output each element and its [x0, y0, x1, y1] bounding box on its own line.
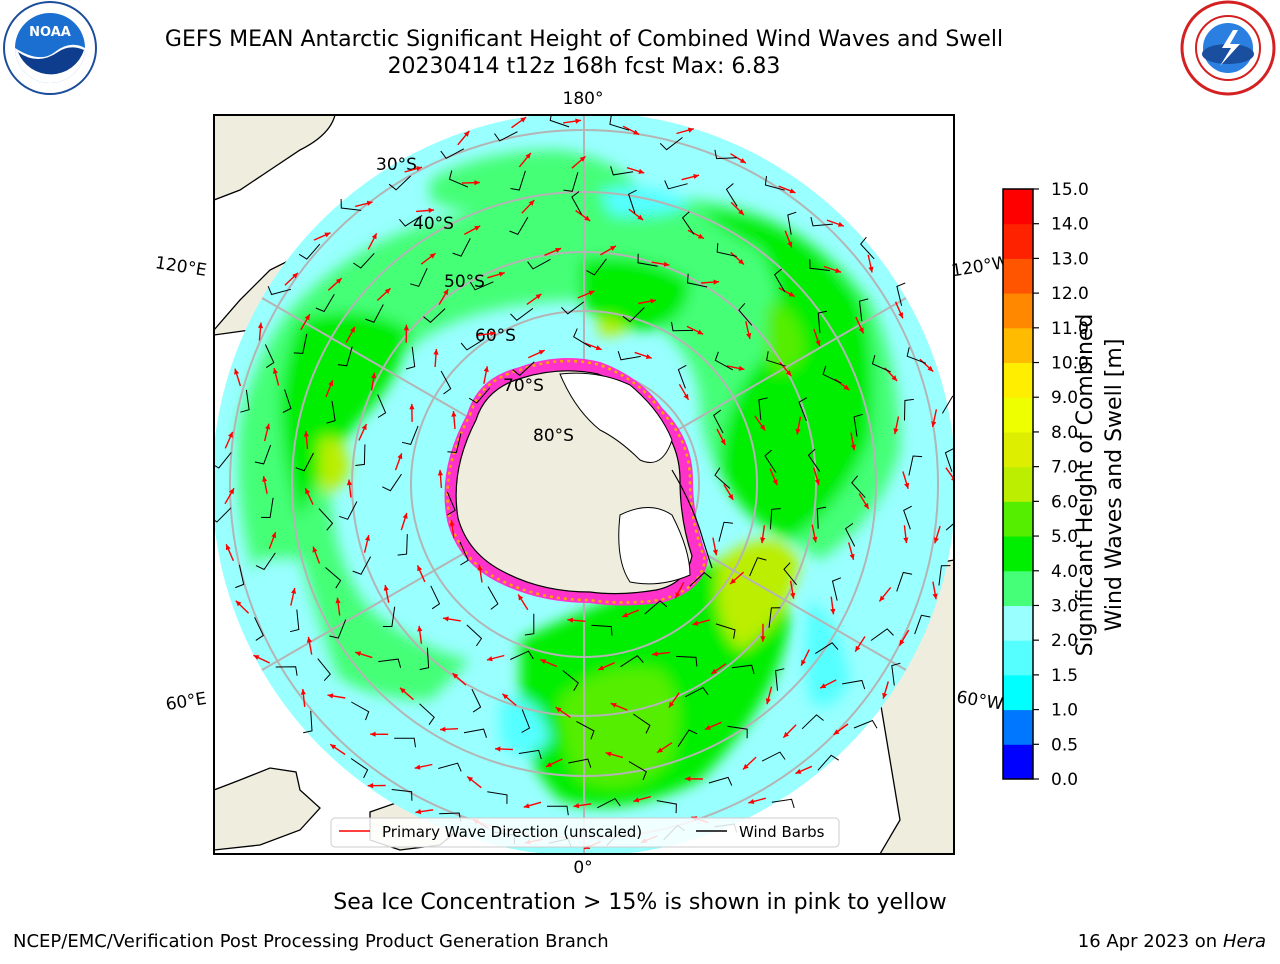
lon-label-120w: 120°W	[950, 253, 1010, 282]
colorbar-segment	[1003, 328, 1033, 363]
colorbar-tick-label: 15.0	[1051, 180, 1089, 200]
colorbar-segment	[1003, 605, 1033, 640]
colorbar-segment	[1003, 640, 1033, 675]
colorbar-tick-label: 0.5	[1051, 735, 1078, 755]
lat-label-70s: 70°S	[503, 376, 544, 396]
lat-label-60s: 60°S	[475, 326, 516, 346]
colorbar-tick-label: 12.0	[1051, 284, 1089, 304]
lon-label-60e: 60°E	[164, 689, 208, 715]
footer-date-text: 16 Apr 2023 on	[1078, 931, 1217, 952]
lon-label-0: 0°	[573, 858, 592, 878]
colorbar-segment	[1003, 224, 1033, 259]
lon-label-60w: 60°W	[955, 687, 1005, 714]
colorbar-tick-label: 1.0	[1051, 701, 1078, 721]
lon-label-120e: 120°E	[154, 253, 208, 281]
colorbar-segment	[1003, 397, 1033, 432]
sea-ice-caption: Sea Ice Concentration > 15% is shown in …	[0, 890, 1280, 915]
lon-label-180: 180°	[563, 89, 604, 109]
colorbar-segment	[1003, 710, 1033, 745]
legend-wave-label: Primary Wave Direction (unscaled)	[382, 823, 642, 841]
lat-label-30s: 30°S	[376, 155, 417, 175]
colorbar-label-line-2: Wind Waves and Swell [m]	[1102, 339, 1127, 632]
colorbar-segment	[1003, 363, 1033, 398]
footer-credit: NCEP/EMC/Verification Post Processing Pr…	[13, 931, 609, 952]
colorbar-tick-label: 14.0	[1051, 215, 1089, 235]
nws-logo	[1182, 2, 1274, 94]
colorbar-segment	[1003, 258, 1033, 293]
legend-wind-label: Wind Barbs	[739, 823, 825, 841]
colorbar-segment	[1003, 189, 1033, 224]
footer-date: 16 Apr 2023 on Hera	[1078, 931, 1266, 952]
colorbar-tick-label: 0.0	[1051, 770, 1078, 790]
colorbar-segment	[1003, 675, 1033, 710]
colorbar-segment	[1003, 432, 1033, 467]
colorbar-segment	[1003, 536, 1033, 571]
colorbar-segment	[1003, 467, 1033, 502]
lat-label-50s: 50°S	[444, 272, 485, 292]
colorbar-segment	[1003, 501, 1033, 536]
noaa-logo-text: NOAA	[29, 25, 71, 40]
footer-host: Hera	[1223, 931, 1266, 952]
colorbar-segment	[1003, 293, 1033, 328]
colorbar-segment	[1003, 571, 1033, 606]
colorbar-segment	[1003, 744, 1033, 779]
colorbar-tick-label: 13.0	[1051, 249, 1089, 269]
lat-label-80s: 80°S	[533, 426, 574, 446]
noaa-logo: NOAA	[4, 2, 96, 94]
colorbar-tick-label: 1.5	[1051, 666, 1078, 686]
colorbar-label-line-1: Significant Height of Combined	[1073, 314, 1098, 657]
map-legend: Primary Wave Direction (unscaled) Wind B…	[331, 818, 839, 847]
